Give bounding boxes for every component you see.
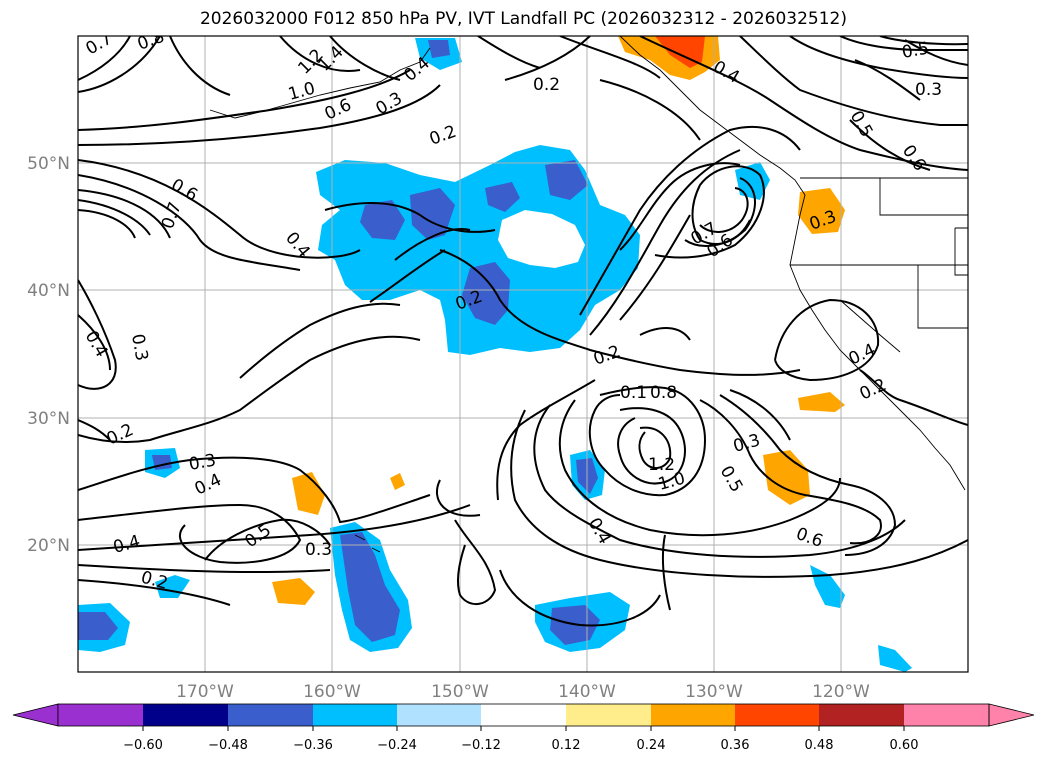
lat-label-40n: 40°N: [27, 281, 70, 301]
colorbar-tick-label: 0.24: [637, 738, 666, 753]
colorbar-segment: [397, 704, 481, 726]
colorbar-segment: [313, 704, 397, 726]
contour-label: 0.5: [900, 39, 930, 63]
contour-label: 0.1: [620, 383, 647, 403]
negative-pv-shading: [78, 38, 912, 672]
lat-label-50n: 50°N: [27, 154, 70, 174]
colorbar-tick-label: 0.48: [805, 738, 834, 753]
colorbar-segment: [58, 704, 143, 726]
latitude-labels: 50°N 40°N 30°N 20°N: [27, 154, 70, 556]
lat-label-20n: 20°N: [27, 536, 70, 556]
colorbar-extend-high: [988, 703, 1035, 727]
lon-label-170w: 170°W: [176, 682, 234, 702]
colorbar-segment: [143, 704, 228, 726]
coastlines: [209, 36, 968, 553]
pv-contours: [78, 36, 968, 627]
colorbar-tick-label: −0.36: [293, 738, 333, 753]
colorbar-tick-label: 0.36: [721, 738, 750, 753]
map-background: [78, 36, 968, 672]
neg-region-central: [316, 145, 640, 355]
colorbar-segment: [651, 704, 735, 726]
chart-title: 2026032000 F012 850 hPa PV, IVT Landfall…: [199, 9, 847, 29]
lat-label-30n: 30°N: [27, 409, 70, 429]
contour-label: 0.3: [915, 80, 942, 100]
colorbar-segment: [566, 704, 651, 726]
map-frame: [77, 35, 969, 673]
contour-label: 0.3: [127, 332, 151, 362]
contour-label: 1.2: [648, 455, 675, 475]
colorbar-tick-label: −0.12: [461, 738, 501, 753]
colorbar-tick-label: 0.60: [890, 738, 919, 753]
colorbar-segment: [228, 704, 313, 726]
lon-label-160w: 160°W: [303, 682, 361, 702]
colorbar-tick-label: −0.24: [377, 738, 417, 753]
colorbar-tick-label: −0.60: [123, 738, 163, 753]
lon-label-140w: 140°W: [558, 682, 616, 702]
contour-label: 0.8: [650, 383, 677, 403]
lon-label-150w: 150°W: [431, 682, 489, 702]
colorbar-segment: [819, 704, 904, 726]
lon-label-130w: 130°W: [685, 682, 743, 702]
contour-label: 0.3: [305, 540, 332, 560]
contour-label: 0.2: [533, 75, 560, 95]
colorbar-segment: [735, 704, 819, 726]
colorbar: −0.60 −0.48 −0.36 −0.24 −0.12 0.12 0.24 …: [12, 703, 1035, 753]
colorbar-segment: [904, 704, 989, 726]
colorbar-extend-low: [12, 703, 59, 727]
colorbar-tick-label: −0.48: [208, 738, 248, 753]
colorbar-tick-label: 0.12: [552, 738, 581, 753]
contour-label: 0.3: [187, 451, 217, 475]
colorbar-segment: [481, 704, 566, 726]
longitude-labels: 170°W 160°W 150°W 140°W 130°W 120°W: [176, 682, 870, 702]
lon-label-120w: 120°W: [812, 682, 870, 702]
positive-pv-shading: [272, 36, 845, 605]
